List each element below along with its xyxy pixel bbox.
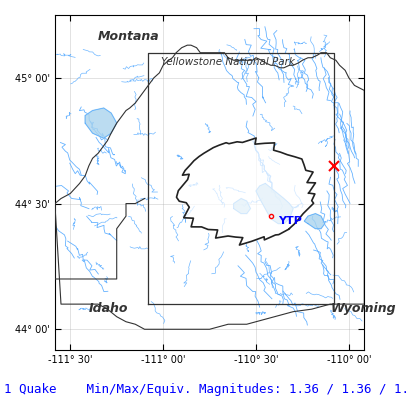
Polygon shape <box>233 198 250 214</box>
Text: Yellowstone National Park: Yellowstone National Park <box>161 57 294 67</box>
Text: 1 Quake    Min/Max/Equiv. Magnitudes: 1.36 / 1.36 / 1.360: 1 Quake Min/Max/Equiv. Magnitudes: 1.36 … <box>4 383 409 396</box>
Polygon shape <box>303 214 324 229</box>
Text: YTP: YTP <box>278 216 301 226</box>
Polygon shape <box>85 108 117 138</box>
Polygon shape <box>176 138 315 245</box>
Text: Wyoming: Wyoming <box>330 302 395 315</box>
Polygon shape <box>255 184 292 224</box>
Text: Montana: Montana <box>98 30 160 43</box>
Text: Idaho: Idaho <box>89 302 128 315</box>
